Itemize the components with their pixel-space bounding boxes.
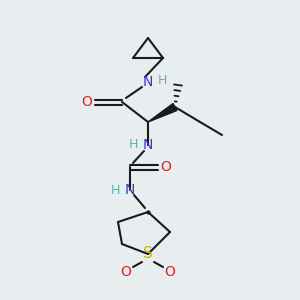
Text: S: S [143, 247, 153, 262]
Text: N: N [143, 138, 153, 152]
Text: O: O [165, 265, 176, 279]
Text: O: O [160, 160, 171, 174]
Text: O: O [82, 95, 92, 109]
Text: H: H [157, 74, 167, 86]
Text: N: N [143, 75, 153, 89]
Polygon shape [148, 103, 177, 122]
Text: N: N [125, 183, 135, 197]
Text: H: H [129, 139, 138, 152]
Text: O: O [121, 265, 131, 279]
Text: H: H [111, 184, 120, 196]
